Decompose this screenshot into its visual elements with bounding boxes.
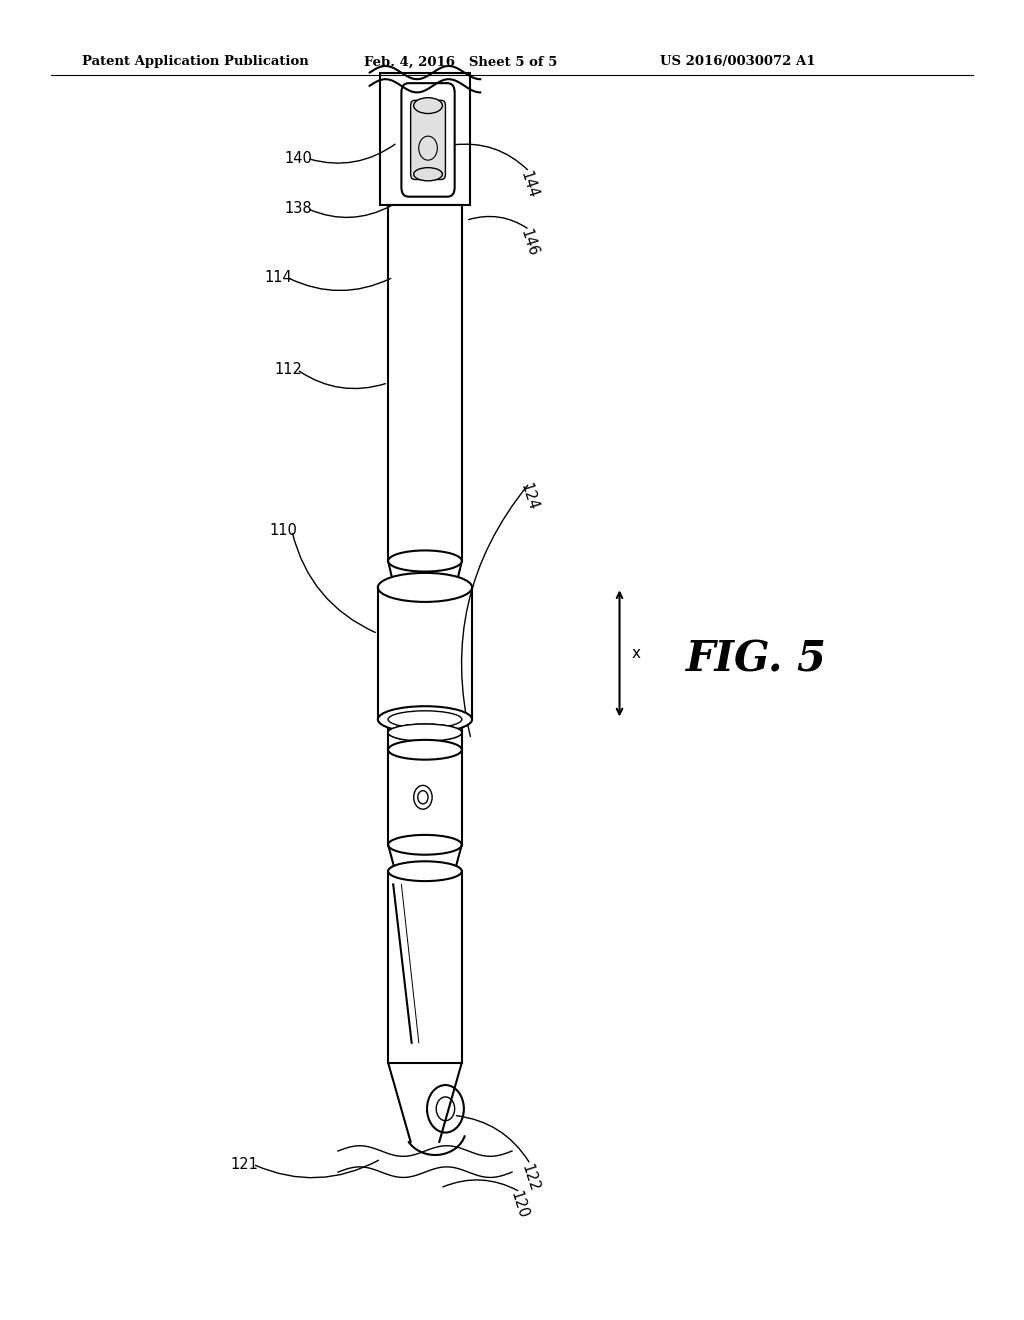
FancyBboxPatch shape — [401, 83, 455, 197]
Bar — [388, 205, 462, 561]
Ellipse shape — [388, 862, 462, 882]
Ellipse shape — [388, 710, 462, 729]
Bar — [388, 719, 462, 733]
Ellipse shape — [378, 573, 472, 602]
Ellipse shape — [388, 723, 462, 742]
Ellipse shape — [388, 550, 462, 572]
Circle shape — [418, 791, 428, 804]
Text: Feb. 4, 2016   Sheet 5 of 5: Feb. 4, 2016 Sheet 5 of 5 — [364, 55, 557, 69]
Bar — [388, 750, 462, 845]
Ellipse shape — [388, 741, 462, 758]
Text: 144: 144 — [517, 169, 540, 201]
Text: 124: 124 — [517, 480, 540, 512]
Ellipse shape — [414, 98, 442, 114]
FancyBboxPatch shape — [411, 100, 445, 180]
Bar — [388, 871, 462, 1063]
Text: 112: 112 — [274, 362, 302, 378]
Text: 121: 121 — [230, 1156, 258, 1172]
Ellipse shape — [388, 739, 462, 759]
Text: 138: 138 — [285, 201, 312, 216]
Text: 114: 114 — [264, 269, 292, 285]
Text: Patent Application Publication: Patent Application Publication — [82, 55, 308, 69]
Ellipse shape — [414, 168, 442, 181]
Ellipse shape — [388, 836, 462, 855]
Text: x: x — [632, 645, 641, 661]
Ellipse shape — [388, 723, 462, 742]
Text: FIG. 5: FIG. 5 — [686, 639, 827, 681]
Text: US 2016/0030072 A1: US 2016/0030072 A1 — [660, 55, 816, 69]
Text: 122: 122 — [518, 1162, 541, 1193]
Text: 140: 140 — [285, 150, 312, 166]
Text: 146: 146 — [517, 227, 540, 259]
Text: 110: 110 — [269, 523, 297, 539]
Text: 120: 120 — [508, 1189, 530, 1221]
Bar — [380, 73, 470, 205]
Circle shape — [414, 785, 432, 809]
Bar — [378, 587, 472, 719]
Ellipse shape — [378, 706, 472, 733]
Bar — [388, 733, 462, 750]
